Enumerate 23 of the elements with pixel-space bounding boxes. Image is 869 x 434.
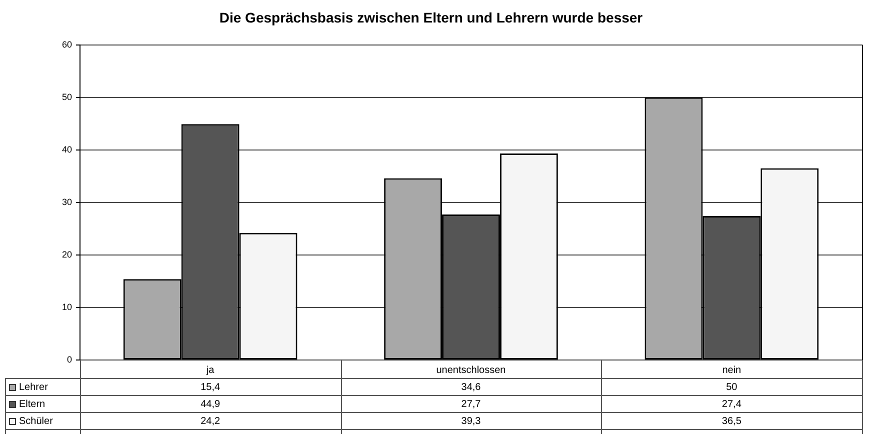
y-tick-label: 40: [62, 144, 72, 154]
data-label: 27,7: [461, 398, 482, 410]
data-label: 50: [726, 382, 738, 393]
y-tick-label: 50: [62, 92, 72, 102]
data-label: 15,4: [200, 382, 220, 393]
data-label: 24,2: [200, 416, 220, 427]
legend-label: Schüler: [19, 416, 54, 427]
y-tick-label: 20: [62, 249, 72, 260]
y-tick-label: 0: [66, 354, 72, 364]
data-label: 39,3: [461, 416, 482, 427]
y-tick-label: 10: [62, 302, 72, 312]
x-tick-label: nein: [722, 364, 742, 376]
legend-label: Eltern: [19, 398, 46, 410]
data-label: 34,6: [461, 382, 482, 393]
legend-label: Lehrer: [19, 382, 49, 393]
x-tick-label: unentschlossen: [436, 364, 506, 376]
chart-title: Die Gesprächsbasis zwischen Eltern und Lehrern wurde besser: [219, 9, 644, 26]
data-label: 27,4: [722, 398, 742, 410]
x-tick-label: ja: [205, 364, 215, 376]
data-label: 44,9: [200, 398, 220, 410]
y-tick-label: 60: [62, 39, 72, 50]
y-tick-label: 30: [62, 196, 72, 207]
data-label: 36,5: [722, 416, 742, 427]
